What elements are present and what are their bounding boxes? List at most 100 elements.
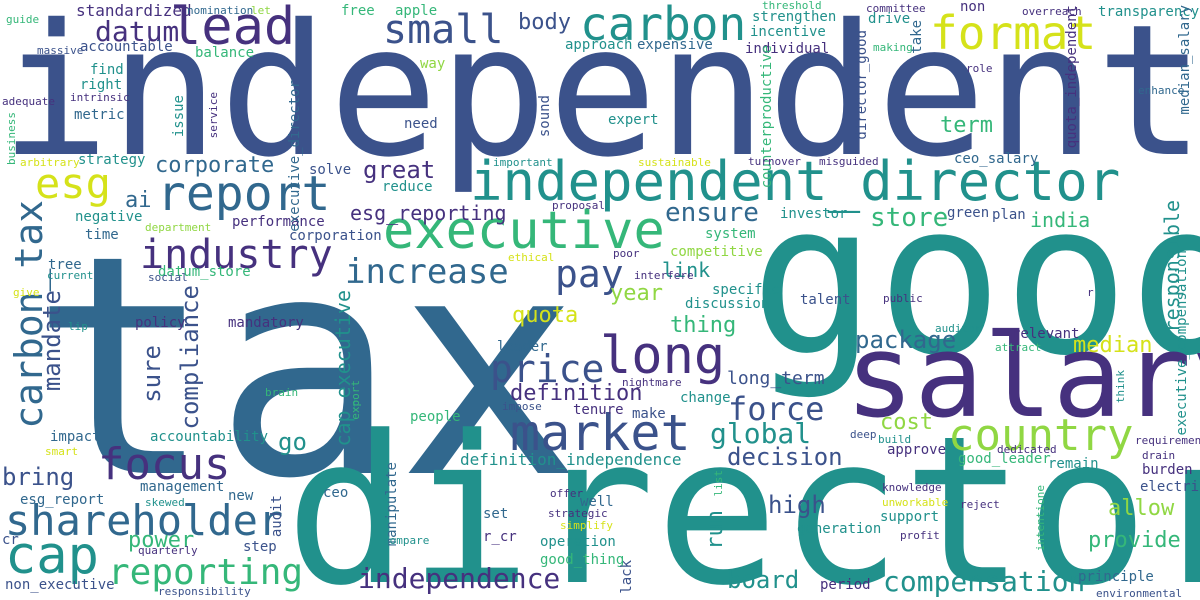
word-non-executive: non_executive xyxy=(5,577,115,593)
word-drive: drive xyxy=(868,11,911,27)
word-independent: independent xyxy=(0,0,1200,197)
word-format: format xyxy=(930,6,1097,60)
word-executive-compensation: executive_compensation xyxy=(1174,250,1190,436)
word-massive: massive xyxy=(37,44,84,57)
word-sure: sure xyxy=(138,345,166,403)
word-bring: bring xyxy=(2,463,75,491)
word-talent: talent xyxy=(800,292,851,308)
word-way: way xyxy=(420,56,446,72)
word-cost: cost xyxy=(880,410,933,435)
word-knowledge: knowledge xyxy=(882,481,942,494)
word-guide: guide xyxy=(6,13,40,26)
word-arbitrary: arbitrary xyxy=(20,156,80,169)
word-competitive: competitive xyxy=(670,244,763,260)
word-new: new xyxy=(228,488,254,504)
word-time: time xyxy=(85,227,119,243)
word-tax: tax xyxy=(30,190,581,545)
word-salary: salary xyxy=(845,310,1200,444)
word-accountability: accountability xyxy=(150,429,269,445)
word-performance: performance xyxy=(232,214,325,230)
word-median: median xyxy=(1073,333,1153,358)
word-make: make xyxy=(632,406,666,422)
word-compensation: compensation xyxy=(883,565,1086,598)
word-ceo-salary: ceo_salary xyxy=(954,151,1039,167)
word-export: export xyxy=(349,380,362,420)
word-ethical: ethical xyxy=(508,251,555,264)
word-management: management xyxy=(140,479,225,495)
word-strategic: strategic xyxy=(548,507,608,520)
word-industry: industry xyxy=(140,232,333,278)
word-simplify: simplify xyxy=(560,519,613,532)
word-package: package xyxy=(855,326,957,354)
word-committee: committee xyxy=(866,2,926,15)
word-turnover: turnover xyxy=(748,155,801,168)
word-india: india xyxy=(1030,208,1091,232)
word-definition: definition xyxy=(510,381,643,406)
word-role: role xyxy=(966,62,993,75)
word-corporation: corporation xyxy=(289,228,382,244)
word-give: give xyxy=(13,286,40,299)
word-sound: sound xyxy=(537,95,553,138)
word-specific: specific xyxy=(712,282,780,298)
word-strategy: strategy xyxy=(78,152,146,168)
word-lack: lack xyxy=(619,560,635,594)
word-business: business xyxy=(5,112,18,165)
word-board: board xyxy=(727,566,800,594)
word-current: current xyxy=(47,269,94,282)
word-power: power xyxy=(128,528,195,553)
word-poor: poor xyxy=(613,247,640,260)
word-balance: balance xyxy=(195,45,255,61)
word-quota: quota xyxy=(512,303,579,328)
word-threshold: threshold xyxy=(762,0,822,12)
word-attract: attract xyxy=(995,341,1042,354)
word-relevant: relevant xyxy=(1012,326,1080,342)
word-intentione: intentione xyxy=(1034,485,1047,552)
word-executive: executive xyxy=(383,201,665,261)
word-price: price xyxy=(490,347,605,391)
word-transparency: transparency xyxy=(1098,4,1200,20)
word-incentive: incentive xyxy=(750,24,826,40)
word-step: step xyxy=(243,539,277,555)
word-burden: burden xyxy=(1142,462,1193,478)
word-year: year xyxy=(610,281,663,306)
word-let: let xyxy=(251,4,271,17)
word-change: change xyxy=(680,390,731,406)
word-datum: datum xyxy=(95,15,180,48)
word-definition-independence: definition_independence xyxy=(460,450,682,469)
word-approach: approach xyxy=(565,37,633,53)
word-social: social xyxy=(148,271,188,284)
word-reporting: reporting xyxy=(108,552,304,593)
word-link: link xyxy=(662,258,711,282)
word-long-term: long_term xyxy=(727,368,825,389)
word-decision: decision xyxy=(727,443,843,471)
word-force: force xyxy=(728,390,825,428)
word-department: department xyxy=(145,221,212,234)
word-find: find xyxy=(90,62,124,78)
word-sustainable: sustainable xyxy=(638,156,711,169)
word-remain: remain xyxy=(1048,456,1099,472)
word-thing: thing xyxy=(670,313,737,338)
word-compliance: compliance xyxy=(176,285,204,430)
word-increase: increase xyxy=(345,252,509,292)
word-nightmare: nightmare xyxy=(622,376,682,389)
word-period: period xyxy=(820,577,871,593)
word-corporate: corporate xyxy=(155,153,275,178)
word-unworkable: unworkable xyxy=(882,496,949,509)
word-enhance: enhance xyxy=(1138,84,1185,97)
word-compare: compare xyxy=(383,534,430,547)
word-reduce: reduce xyxy=(382,179,433,195)
word-apple: apple xyxy=(395,3,438,19)
word-global: global xyxy=(710,417,812,450)
word-high: high xyxy=(768,491,826,519)
word-profit: profit xyxy=(900,529,940,542)
word-generation: generation xyxy=(797,521,882,537)
word-allow: allow xyxy=(1108,496,1175,521)
word-carbon: carbon xyxy=(580,0,747,51)
word-long: long xyxy=(600,326,726,386)
word-good: good xyxy=(750,157,1200,402)
word-green: green xyxy=(947,205,990,221)
word-accountable: accountable xyxy=(80,39,173,55)
word-non: non xyxy=(960,0,986,15)
word-cr: cr xyxy=(2,532,19,548)
